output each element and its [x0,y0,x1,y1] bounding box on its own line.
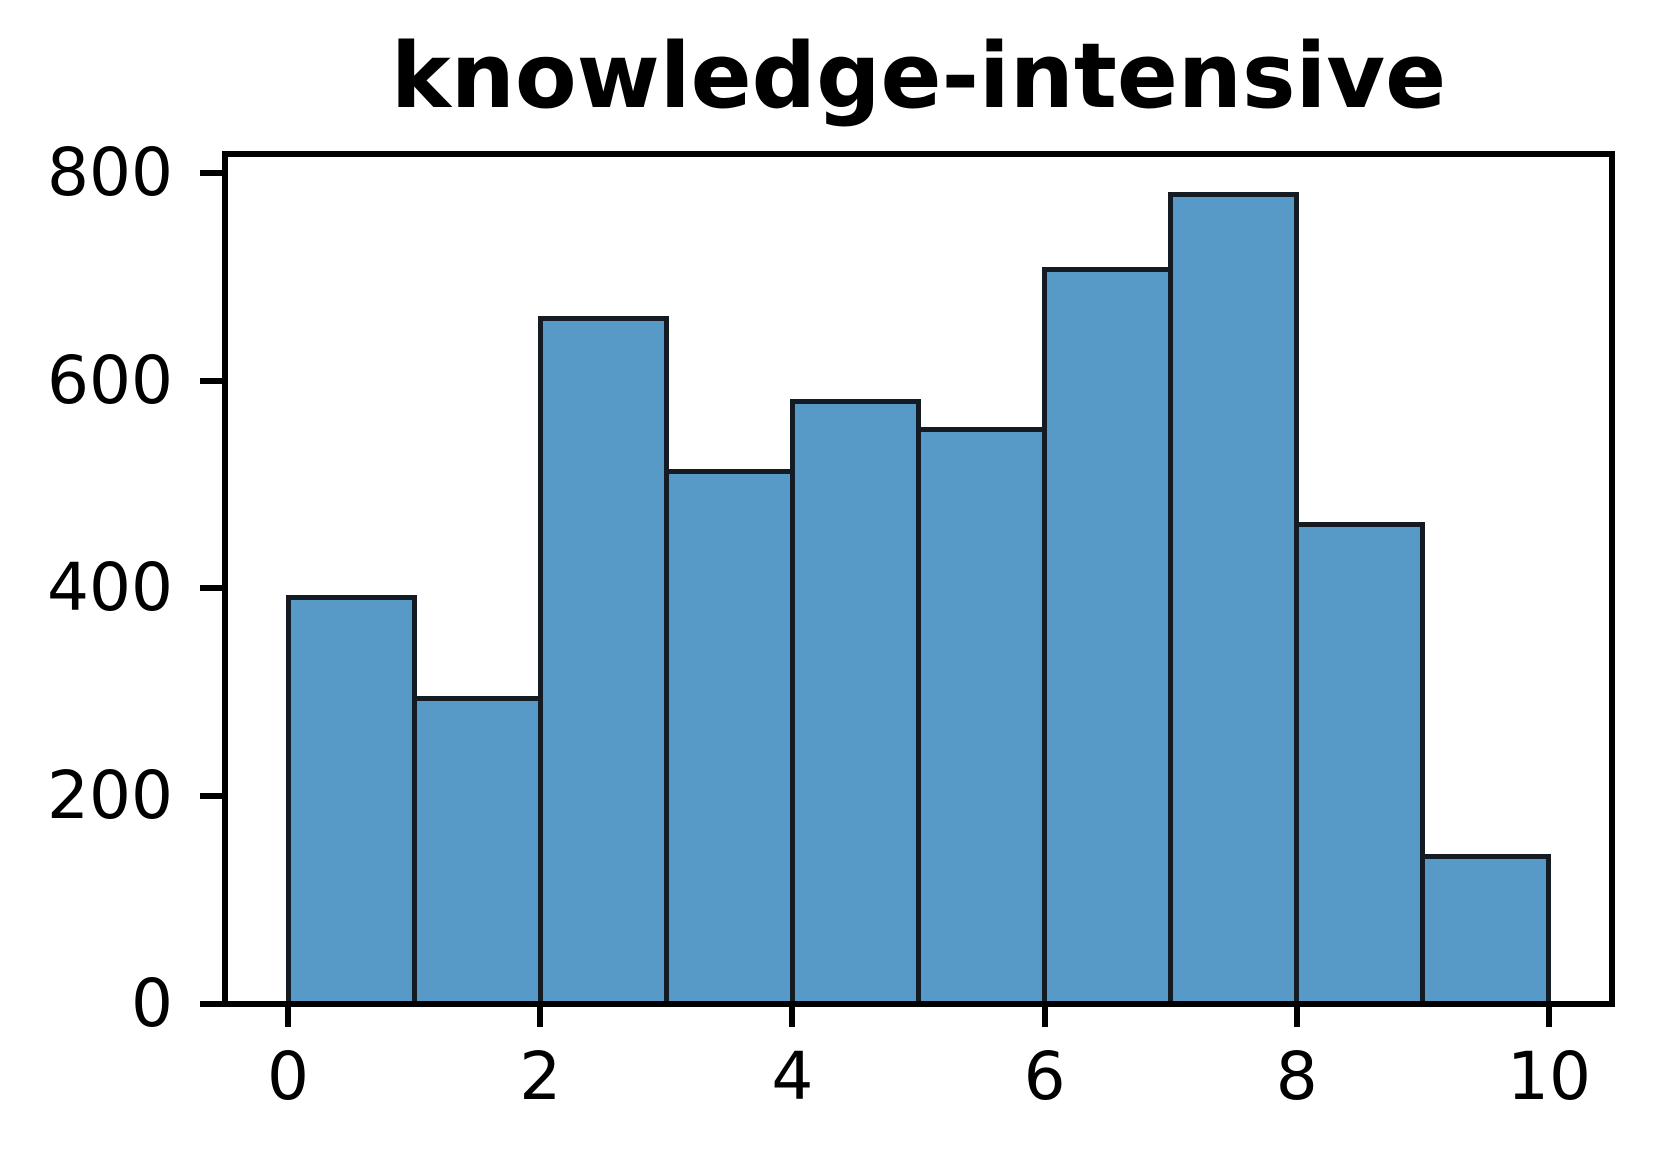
histogram-bar [789,398,921,1004]
x-tick-label: 6 [1023,1038,1066,1115]
histogram-bar [537,315,669,1004]
histogram-bar [1420,853,1552,1004]
x-tick-mark [789,1007,796,1027]
x-tick-label: 2 [519,1038,562,1115]
y-tick-label: 600 [47,341,173,419]
x-tick-mark [1041,1007,1048,1027]
y-tick-mark [200,169,222,176]
y-tick-label: 400 [47,549,173,627]
histogram-bar [916,426,1048,1004]
histogram-bar [285,595,417,1004]
histogram-bar [663,469,795,1004]
histogram-bar [1294,522,1426,1004]
y-tick-mark [200,585,222,592]
x-tick-label: 4 [771,1038,814,1115]
y-tick-mark [200,377,222,384]
histogram-bar [411,695,543,1004]
y-tick-mark [200,1001,222,1007]
y-tick-label: 800 [47,133,173,211]
x-tick-mark [1293,1007,1300,1027]
x-tick-mark [285,1007,292,1027]
chart-title: knowledge-intensive [390,24,1447,129]
y-tick-label: 0 [131,965,173,1042]
x-tick-label: 8 [1275,1038,1318,1115]
y-tick-label: 200 [47,757,173,835]
x-tick-mark [537,1007,544,1027]
x-tick-label: 0 [267,1038,310,1115]
histogram-bar [1042,266,1174,1004]
histogram-bar [1168,192,1300,1004]
x-tick-mark [1545,1007,1552,1027]
y-tick-mark [200,793,222,800]
x-tick-label: 10 [1506,1038,1591,1115]
